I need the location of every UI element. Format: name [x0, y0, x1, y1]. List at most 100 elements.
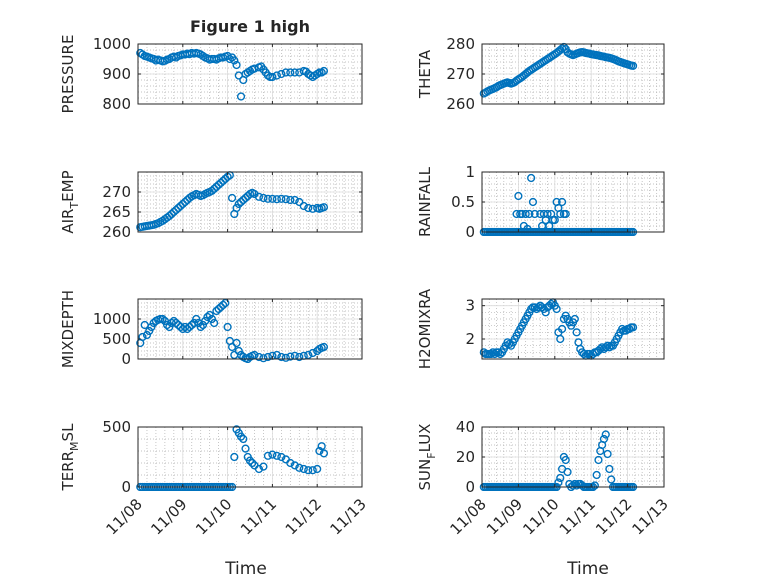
data-point — [319, 342, 329, 352]
data-point — [561, 455, 570, 465]
data-point — [174, 203, 183, 213]
subplot-mixdepth: 0 500 1000 MIXDEPTH — [59, 290, 363, 368]
data-point — [245, 456, 255, 465]
data-point — [281, 68, 290, 77]
data-point — [272, 350, 281, 360]
y-axis-label-main: H2OMIXRA — [416, 288, 434, 369]
data-point — [572, 328, 581, 337]
data-point — [169, 207, 178, 217]
axes-box — [137, 298, 363, 360]
y-tick-label: 2 — [465, 330, 475, 348]
data-point — [147, 322, 156, 332]
data-point — [268, 194, 277, 203]
axes-box — [481, 298, 665, 360]
data-point — [198, 320, 208, 330]
y-tick-label: 0 — [465, 223, 475, 241]
data-point — [169, 316, 178, 326]
data-point — [572, 481, 581, 490]
data-point — [577, 481, 587, 490]
subplot-rainfall: 0 0.5 1 RAINFALL — [416, 163, 665, 241]
y-tick-label: 800 — [102, 95, 131, 113]
y-axis-label-main: MIXDEPTH — [59, 290, 77, 368]
data-point — [527, 173, 536, 183]
y-axis-label: PRESSURE — [59, 35, 77, 114]
data-point — [142, 330, 152, 340]
data-point — [299, 464, 308, 474]
data-point — [254, 352, 264, 362]
y-tick-label: 3 — [465, 297, 475, 315]
data-point — [234, 199, 243, 209]
data-point — [205, 310, 214, 320]
y-tick-label: 0 — [121, 350, 131, 368]
data-point — [585, 349, 594, 359]
data-point — [545, 221, 554, 231]
data-point — [550, 215, 559, 225]
data-point — [165, 211, 174, 221]
data-point — [530, 209, 539, 219]
data-point — [163, 320, 172, 330]
data-point — [277, 194, 286, 203]
data-point — [214, 180, 223, 189]
data-point — [579, 349, 589, 359]
data-point — [557, 44, 567, 53]
y-tick-label: 1 — [465, 163, 475, 181]
data-point — [171, 318, 181, 328]
subplot-theta: 260 270 280 THETA — [416, 35, 665, 113]
y-axis-label-subscript: F — [425, 452, 438, 458]
data-point — [568, 481, 578, 490]
data-point — [286, 352, 295, 361]
data-point — [180, 197, 190, 207]
data-point — [259, 354, 268, 363]
data-point — [596, 344, 605, 354]
y-axis-label-subscript: T — [68, 202, 81, 210]
data-point — [212, 306, 221, 316]
data-point — [281, 195, 290, 204]
data-point — [488, 348, 498, 357]
data-point — [541, 308, 550, 317]
data-point — [557, 324, 567, 334]
data-point — [594, 455, 603, 465]
subplot-h2omixra: 2 3 H2OMIXRA — [416, 288, 665, 369]
data-point — [263, 352, 273, 362]
data-point — [207, 186, 217, 195]
subplot-pressure: 800 900 1000 PRESSURE Figure 1 high — [59, 17, 363, 114]
data-point — [212, 182, 221, 191]
y-axis-label-tail: LUX — [416, 424, 434, 453]
data-point — [232, 203, 241, 213]
data-point — [286, 195, 295, 205]
data-point — [556, 473, 565, 483]
data-point — [319, 449, 329, 458]
y-axis-label-main: SUN — [416, 459, 434, 491]
data-point — [259, 462, 268, 471]
data-point — [214, 304, 223, 314]
y-axis-label-main: AIR — [59, 209, 77, 234]
data-point — [272, 451, 281, 460]
y-axis-label: TERRMSL — [59, 423, 81, 492]
data-point — [176, 201, 185, 211]
y-tick-label: 270 — [446, 65, 475, 83]
data-point — [207, 314, 217, 324]
x-axis-label: Time — [224, 559, 267, 579]
data-point — [210, 318, 219, 328]
data-series — [136, 171, 329, 232]
data-point — [223, 322, 232, 332]
data-point — [304, 466, 313, 475]
data-point — [561, 209, 570, 219]
data-point — [534, 303, 543, 312]
y-tick-label: 0 — [465, 478, 475, 496]
data-point — [290, 195, 299, 205]
data-point — [514, 191, 523, 201]
data-point — [628, 61, 638, 71]
data-point — [263, 194, 273, 203]
data-point — [234, 346, 243, 356]
y-axis-label: AIRTEMP — [59, 170, 81, 233]
data-point — [230, 452, 239, 462]
data-point — [308, 466, 317, 475]
data-point — [241, 444, 250, 453]
data-point — [319, 66, 329, 76]
data-point — [192, 314, 201, 324]
data-point — [145, 326, 154, 336]
data-point — [286, 68, 295, 77]
y-axis-label: H2OMIXRA — [416, 288, 434, 369]
